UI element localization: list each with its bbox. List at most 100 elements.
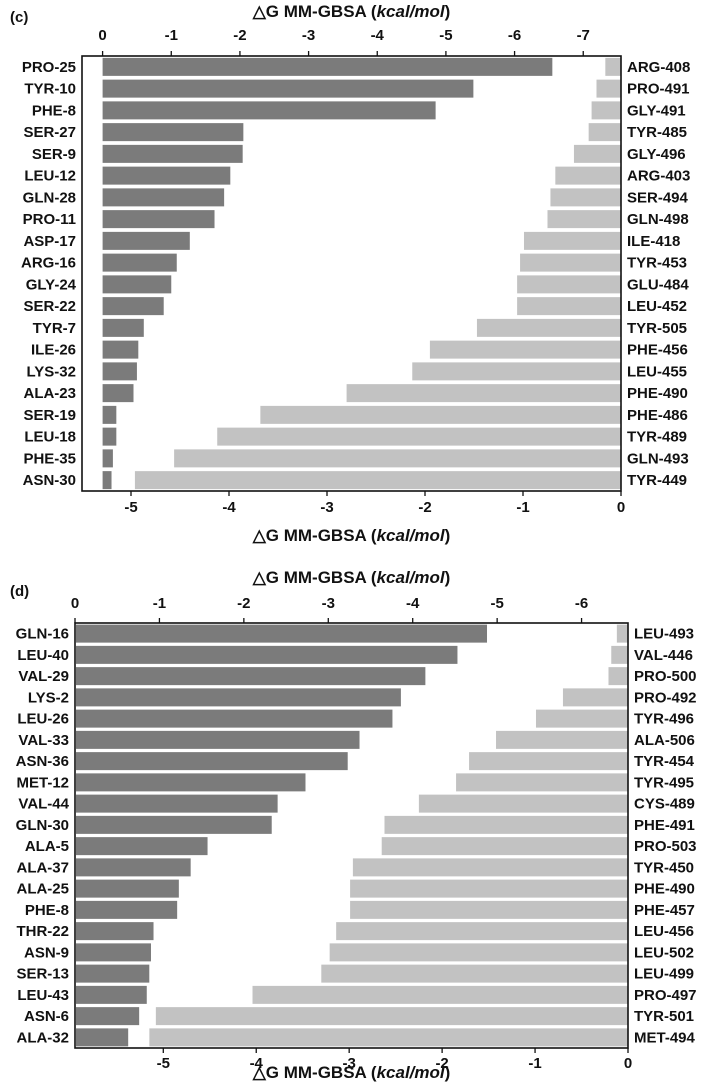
receptor-bar-ala-506 (496, 730, 628, 749)
peptide-bar-phe-35 (102, 449, 113, 468)
receptor-residue-label: ALA-506 (634, 732, 695, 749)
top-axis-title: △G MM-GBSA (kcal/mol) (252, 2, 451, 21)
peptide-residue-label: ALA-25 (16, 881, 69, 898)
receptor-residue-label: LEU-452 (627, 298, 687, 315)
top-tick-label: -2 (233, 27, 246, 44)
receptor-bar-tyr-501 (155, 1007, 628, 1026)
peptide-bar-gln-30 (76, 815, 272, 834)
bottom-axis-title: △G MM-GBSA (kcal/mol) (252, 1063, 451, 1082)
peptide-bar-phe-8 (102, 101, 436, 120)
peptide-residue-label: LEU-40 (17, 647, 69, 664)
top-tick-label: -4 (371, 27, 385, 44)
panel-c: △G MM-GBSA (kcal/mol) △G MM-GBSA (kcal/mo… (10, 2, 690, 545)
top-tick-label: -1 (153, 595, 166, 612)
peptide-residue-label: GLN-30 (16, 817, 69, 834)
receptor-bar-leu-456 (336, 922, 628, 941)
receptor-bar-tyr-505 (476, 318, 621, 337)
receptor-residue-label: TYR-495 (634, 774, 694, 791)
peptide-bar-gly-24 (102, 275, 172, 294)
panel-d: △G MM-GBSA (kcal/mol) △G MM-GBSA (kcal/mo… (10, 568, 697, 1082)
receptor-residue-label: ARG-403 (627, 168, 690, 185)
peptide-bar-ser-19 (102, 405, 117, 424)
top-tick-label: -7 (577, 27, 590, 44)
peptide-bar-ser-13 (76, 964, 150, 983)
bottom-tick-label: -1 (528, 1055, 541, 1072)
receptor-bar-tyr-454 (469, 752, 628, 771)
peptide-residue-label: SER-9 (32, 146, 76, 163)
receptor-residue-label: LEU-493 (634, 626, 694, 643)
peptide-bar-ser-9 (102, 144, 243, 163)
top-tick-label: 0 (71, 595, 79, 612)
receptor-bar-tyr-485 (588, 123, 621, 142)
peptide-bar-val-33 (76, 730, 360, 749)
receptor-residue-label: TYR-453 (627, 255, 687, 272)
peptide-residue-label: ASP-17 (23, 233, 76, 250)
top-tick-label: -5 (439, 27, 452, 44)
peptide-bar-ser-27 (102, 123, 244, 142)
receptor-bar-phe-490 (350, 879, 628, 898)
receptor-residue-label: LEU-456 (634, 923, 694, 940)
receptor-residue-label: LEU-499 (634, 966, 694, 983)
receptor-bar-tyr-495 (456, 773, 628, 792)
receptor-residue-label: LEU-455 (627, 363, 687, 380)
receptor-residue-label: PRO-503 (634, 838, 697, 855)
peptide-residue-label: LYS-2 (28, 689, 69, 706)
receptor-residue-label: PHE-490 (634, 881, 695, 898)
peptide-bar-ile-26 (102, 340, 139, 359)
peptide-bar-arg-16 (102, 253, 177, 272)
receptor-bar-gln-493 (174, 449, 621, 468)
peptide-residue-label: ALA-37 (16, 859, 69, 876)
top-tick-label: -2 (237, 595, 250, 612)
receptor-bar-pro-491 (596, 79, 621, 98)
receptor-residue-label: TYR-454 (634, 753, 695, 770)
peptide-residue-label: LEU-43 (17, 987, 69, 1004)
top-tick-label: -6 (508, 27, 521, 44)
receptor-residue-label: GLN-493 (627, 450, 689, 467)
peptide-bar-ala-25 (76, 879, 179, 898)
peptide-residue-label: LYS-32 (27, 363, 76, 380)
peptide-bar-ala-23 (102, 384, 134, 403)
receptor-residue-label: PRO-491 (627, 81, 690, 98)
receptor-bar-tyr-450 (352, 858, 628, 877)
receptor-residue-label: TYR-450 (634, 859, 694, 876)
receptor-bar-pro-497 (252, 985, 629, 1004)
receptor-residue-label: PRO-492 (634, 689, 697, 706)
receptor-residue-label: LEU-502 (634, 944, 694, 961)
receptor-bar-cys-489 (418, 794, 628, 813)
receptor-residue-label: GLY-491 (627, 102, 686, 119)
peptide-bar-lys-2 (76, 688, 401, 707)
peptide-residue-label: TYR-10 (24, 81, 76, 98)
peptide-residue-label: ALA-23 (23, 385, 76, 402)
peptide-residue-label: VAL-44 (18, 796, 69, 813)
peptide-residue-label: SER-19 (23, 407, 76, 424)
peptide-residue-label: PHE-8 (25, 902, 69, 919)
peptide-residue-label: SER-13 (16, 966, 69, 983)
receptor-residue-label: GLU-484 (627, 276, 689, 293)
panel-label: (d) (10, 583, 29, 600)
receptor-bar-gly-491 (591, 101, 621, 120)
top-axis-title: △G MM-GBSA (kcal/mol) (252, 568, 451, 587)
receptor-residue-label: PRO-497 (634, 987, 697, 1004)
receptor-residue-label: PHE-456 (627, 342, 688, 359)
receptor-bar-arg-403 (555, 166, 621, 185)
peptide-residue-label: TYR-7 (33, 320, 76, 337)
receptor-residue-label: TYR-501 (634, 1008, 694, 1025)
bottom-tick-label: -3 (343, 1055, 356, 1072)
peptide-bar-leu-18 (102, 427, 117, 446)
peptide-bar-leu-43 (76, 985, 147, 1004)
bottom-tick-label: -1 (516, 499, 529, 516)
receptor-residue-label: ILE-418 (627, 233, 680, 250)
receptor-residue-label: TYR-485 (627, 124, 687, 141)
peptide-bar-gln-28 (102, 188, 225, 207)
peptide-residue-label: MET-12 (16, 774, 69, 791)
peptide-residue-label: PHE-8 (32, 102, 76, 119)
peptide-residue-label: ASN-30 (23, 472, 76, 489)
peptide-residue-label: THR-22 (16, 923, 69, 940)
receptor-bar-ile-418 (523, 231, 621, 250)
receptor-bar-phe-490 (346, 384, 621, 403)
receptor-bar-leu-493 (616, 624, 628, 643)
top-tick-label: -6 (575, 595, 588, 612)
receptor-bar-pro-503 (381, 837, 628, 856)
receptor-bar-tyr-453 (520, 253, 621, 272)
peptide-residue-label: PRO-25 (22, 59, 76, 76)
